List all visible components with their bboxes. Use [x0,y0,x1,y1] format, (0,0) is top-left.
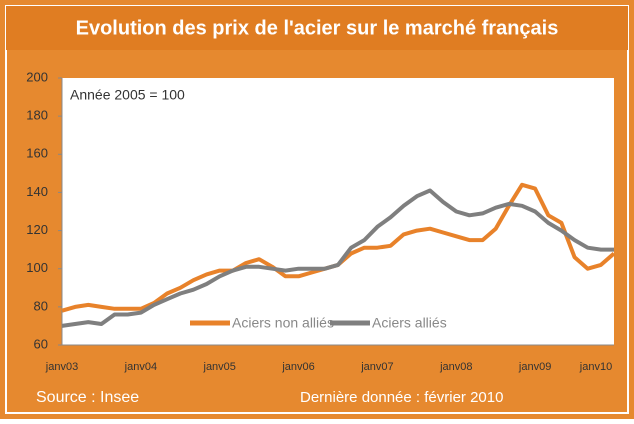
y-tick-label: 120 [26,222,48,237]
legend-label: Aciers alliés [372,315,447,331]
x-tick-label: janv03 [45,361,78,373]
x-tick-label: janv10 [579,361,612,373]
chart-title: Evolution des prix de l'acier sur le mar… [76,17,559,39]
y-tick-label: 200 [26,69,48,84]
y-tick-label: 60 [34,336,48,351]
series-line [61,188,614,328]
x-tick-label: janv05 [203,361,236,373]
footnote: Dernière donnée : février 2010 [300,389,503,406]
y-tick-label: 100 [26,260,48,275]
y-tick-label: 140 [26,184,48,199]
plot-area [62,78,614,345]
x-tick-label: janv07 [360,361,393,373]
x-tick-label: janv09 [518,361,551,373]
source: Source : Insee [36,389,139,406]
x-tick-label: janv04 [124,361,157,373]
y-tick-label: 180 [26,108,48,123]
x-tick-label: janv08 [439,361,472,373]
y-tick-label: 80 [34,298,48,313]
x-tick-label: janv06 [281,361,314,373]
legend-label: Aciers non alliés [232,315,334,331]
annotation: Année 2005 = 100 [70,87,185,103]
y-tick-label: 160 [26,146,48,161]
title-band [6,6,628,50]
